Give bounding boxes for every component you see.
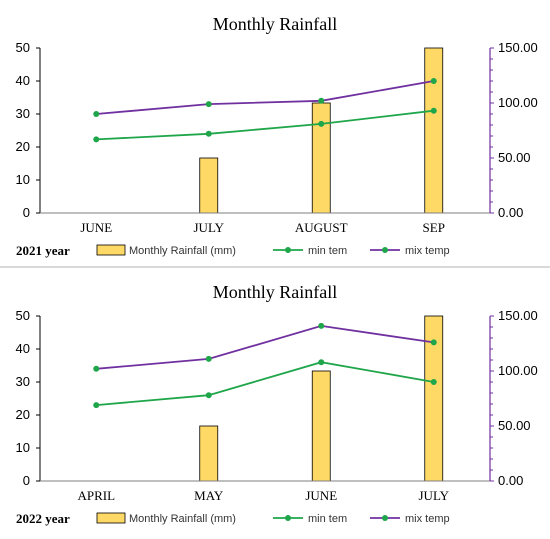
- legend-label-min-tem: min tem: [308, 513, 347, 525]
- year-label: 2022 year: [16, 511, 70, 526]
- x-tick-label: AUGUST: [295, 220, 348, 235]
- series-line-min-tem: [96, 109, 434, 141]
- y-left-tick-label: 30: [16, 106, 30, 121]
- y-left-tick-label: 0: [23, 205, 30, 220]
- y-left-tick-label: 20: [16, 407, 30, 422]
- chart-panel-2022: Monthly Rainfall 0 10 20 30 40 50 0.00 50.00 100.…: [0, 268, 550, 532]
- y-left-tick-label: 50: [16, 40, 30, 55]
- chart-title: Monthly Rainfall: [213, 14, 338, 34]
- legend-label-rainfall: Monthly Rainfall (mm): [129, 245, 236, 257]
- chart-title: Monthly Rainfall: [213, 282, 338, 302]
- legend-marker-mix-temp: [382, 247, 388, 253]
- y-right-tick-label: 100.00: [498, 363, 538, 378]
- y-left-tick-label: 10: [16, 440, 30, 455]
- y-right-tick-label: 0.00: [498, 473, 523, 488]
- data-point-min-tem: [318, 359, 325, 366]
- y-left-tick-label: 0: [23, 473, 30, 488]
- legend-swatch-rainfall: [96, 512, 126, 524]
- data-point-mix-temp: [93, 111, 100, 117]
- data-point-min-tem: [205, 392, 212, 399]
- y-right-tick-label: 100.00: [498, 95, 538, 110]
- data-point-min-tem: [205, 130, 212, 137]
- y-right-tick-label: 150.00: [498, 308, 538, 323]
- bar-rainfall: [424, 47, 444, 214]
- y-right-tick-label: 50.00: [498, 418, 531, 433]
- panel-divider: [0, 266, 550, 268]
- x-tick-label: JUNE: [80, 220, 112, 235]
- data-point-mix-temp: [430, 339, 437, 346]
- bar-rainfall: [199, 157, 219, 214]
- x-tick-label: JUNE: [305, 488, 337, 503]
- bar-rainfall: [311, 102, 331, 214]
- y-right-tick-label: 150.00: [498, 40, 538, 55]
- chart-panel-2021: Monthly Rainfall 0 10 20 30 40 50 0.00 50.00 100.…: [0, 0, 550, 264]
- data-point-mix-temp: [205, 355, 212, 362]
- data-point-min-tem: [430, 107, 437, 114]
- y-right-tick-label: 50.00: [498, 150, 531, 165]
- legend-marker-min-tem: [285, 515, 291, 521]
- legend-marker-mix-temp: [382, 515, 388, 521]
- data-point-mix-temp: [318, 322, 325, 329]
- y-left-tick-label: 40: [16, 73, 30, 88]
- data-point-mix-temp: [318, 97, 325, 104]
- legend-label-rainfall: Monthly Rainfall (mm): [129, 513, 236, 525]
- legend-label-mix-temp: mix temp: [405, 245, 450, 257]
- y-right-tick-label: 0.00: [498, 205, 523, 220]
- x-tick-label: JULY: [194, 220, 225, 235]
- year-label: 2021 year: [16, 243, 70, 258]
- series-line-min-tem: [96, 361, 434, 406]
- y-left-tick-label: 50: [16, 308, 30, 323]
- data-point-mix-temp: [93, 365, 100, 372]
- bar-rainfall: [311, 370, 331, 482]
- legend-label-mix-temp: mix temp: [405, 513, 450, 525]
- data-point-mix-temp: [205, 101, 212, 108]
- data-point-min-tem: [430, 379, 437, 385]
- y-left-tick-label: 40: [16, 341, 30, 356]
- x-tick-label: APRIL: [77, 488, 115, 503]
- data-point-min-tem: [318, 120, 325, 127]
- chart-2022: Monthly Rainfall 0 10 20 30 40 50 0.00 50.00 100.…: [16, 282, 538, 526]
- data-point-min-tem: [93, 136, 100, 143]
- x-tick-label: SEP: [423, 220, 445, 235]
- series-line-mix-temp: [96, 80, 434, 115]
- y-left-tick-label: 10: [16, 172, 30, 187]
- data-point-mix-temp: [430, 78, 437, 84]
- legend-label-min-tem: min tem: [308, 245, 347, 257]
- legend-swatch-rainfall: [96, 244, 126, 256]
- x-tick-label: JULY: [419, 488, 450, 503]
- chart-2021: Monthly Rainfall 0 10 20 30 40 50 0.00 50.00 100.…: [16, 14, 538, 258]
- bar-rainfall: [199, 425, 219, 482]
- legend-marker-min-tem: [285, 247, 291, 253]
- y-left-tick-label: 20: [16, 139, 30, 154]
- x-tick-label: MAY: [194, 488, 224, 503]
- data-point-min-tem: [93, 402, 100, 409]
- y-left-tick-label: 30: [16, 374, 30, 389]
- series-line-mix-temp: [96, 324, 434, 370]
